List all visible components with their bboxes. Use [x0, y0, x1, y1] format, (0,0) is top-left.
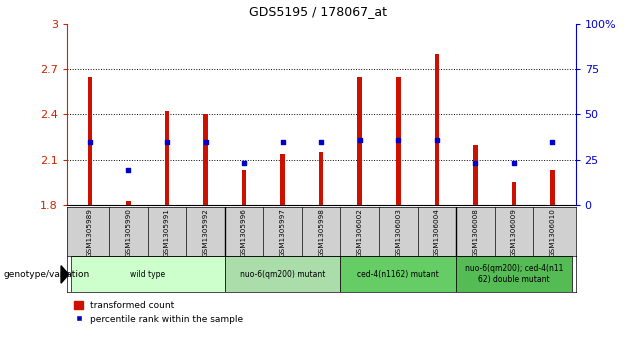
Text: ced-4(n1162) mutant: ced-4(n1162) mutant — [357, 270, 439, 278]
Point — [393, 137, 403, 143]
Text: GSM1305996: GSM1305996 — [241, 208, 247, 257]
Point — [123, 167, 134, 173]
Bar — [204, 114, 208, 205]
Bar — [434, 54, 439, 205]
Text: GSM1305998: GSM1305998 — [318, 208, 324, 257]
Bar — [511, 182, 516, 205]
Bar — [340, 256, 456, 292]
Text: genotype/variation: genotype/variation — [3, 270, 90, 278]
Text: wild type: wild type — [130, 270, 165, 278]
Text: GSM1305997: GSM1305997 — [280, 208, 286, 257]
Text: GSM1306002: GSM1306002 — [357, 208, 363, 257]
Text: nuo-6(qm200); ced-4(n11
62) double mutant: nuo-6(qm200); ced-4(n11 62) double mutan… — [465, 264, 563, 284]
Point — [470, 160, 480, 166]
Text: nuo-6(qm200) mutant: nuo-6(qm200) mutant — [240, 270, 326, 278]
Point — [548, 139, 558, 144]
Point — [316, 139, 326, 144]
Bar — [319, 152, 324, 205]
Point — [85, 139, 95, 144]
Bar — [396, 77, 401, 205]
Point — [355, 137, 365, 143]
Bar — [473, 144, 478, 205]
Bar — [88, 77, 92, 205]
Point — [277, 139, 287, 144]
Text: GSM1306008: GSM1306008 — [473, 208, 478, 257]
Point — [509, 160, 519, 166]
Text: GSM1306010: GSM1306010 — [550, 208, 555, 257]
Bar — [242, 170, 246, 205]
Text: GSM1306009: GSM1306009 — [511, 208, 517, 257]
Text: GSM1305989: GSM1305989 — [87, 208, 93, 257]
Text: GSM1306004: GSM1306004 — [434, 208, 440, 257]
Bar — [225, 256, 340, 292]
Point — [432, 137, 442, 143]
Point — [162, 139, 172, 144]
Bar — [126, 200, 131, 205]
Text: GSM1305990: GSM1305990 — [125, 208, 132, 257]
Bar — [71, 256, 225, 292]
Polygon shape — [61, 266, 69, 283]
Point — [200, 139, 211, 144]
Bar — [456, 256, 572, 292]
Legend: transformed count, percentile rank within the sample: transformed count, percentile rank withi… — [71, 298, 246, 326]
Text: GSM1306003: GSM1306003 — [395, 208, 401, 257]
Bar — [280, 154, 285, 205]
Bar — [550, 170, 555, 205]
Text: GSM1305992: GSM1305992 — [202, 208, 209, 257]
Bar — [357, 77, 362, 205]
Text: GDS5195 / 178067_at: GDS5195 / 178067_at — [249, 5, 387, 19]
Text: GSM1305991: GSM1305991 — [164, 208, 170, 257]
Point — [239, 160, 249, 166]
Bar — [165, 111, 169, 205]
